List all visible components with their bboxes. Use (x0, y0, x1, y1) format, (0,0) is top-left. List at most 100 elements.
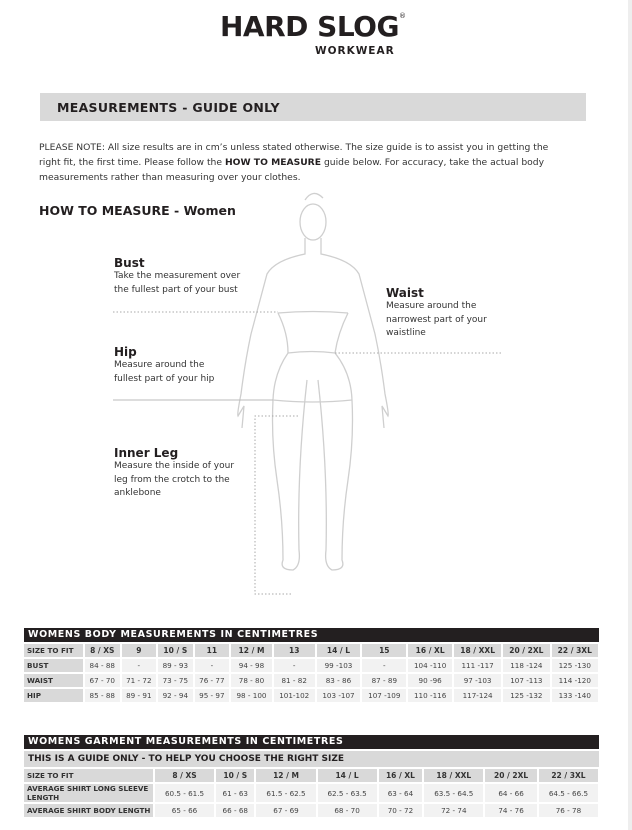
row-label: HIP (24, 689, 83, 702)
table-cell: 85 - 88 (85, 689, 120, 702)
woman-silhouette (237, 192, 389, 571)
table-cell: 89 - 91 (121, 689, 157, 702)
note-text: PLEASE NOTE: All size results are in cm’… (39, 142, 549, 168)
table-cell: 125 -130 (551, 659, 598, 672)
size-header-cell: 10 / S (216, 769, 255, 782)
brand-logo: HARD SLOG (220, 10, 399, 43)
table-row: HIP 85 - 88 89 - 91 92 - 94 95 - 97 98 - 100 1… (24, 689, 598, 702)
table-cell: 64.5 - 66.5 (538, 784, 598, 802)
table-cell: 72 - 74 (424, 804, 484, 817)
bust-desc: Take the measurement over (114, 271, 241, 281)
size-header-cell: 12 / M (256, 769, 316, 782)
table-cell: 104 -110 (408, 659, 453, 672)
table-cell: 83 - 86 (316, 674, 361, 687)
waist-desc: waistline (386, 328, 426, 338)
size-header-cell: 22 / 3XL (551, 644, 598, 657)
table-cell: 63.5 - 64.5 (424, 784, 484, 802)
note-text-end: guide below. For accuracy, take the actu… (39, 157, 545, 183)
inner-leg-desc: anklebone (114, 488, 161, 498)
page-title: MEASUREMENTS - GUIDE ONLY (57, 100, 280, 115)
body-measurements-table: SIZE TO FIT 8 / XS 9 10 / S 11 12 / M 13 14 / L… (22, 642, 600, 704)
size-header-cell: 20 / 2XL (485, 769, 537, 782)
table-cell: - (121, 659, 157, 672)
table-cell: 94 - 98 (231, 659, 272, 672)
table-cell: 92 - 94 (158, 689, 193, 702)
inner-leg-desc: Measure the inside of your (114, 461, 235, 471)
scrollbar[interactable] (628, 0, 632, 830)
bust-heading: Bust (114, 256, 145, 270)
table-cell: 68 - 70 (317, 804, 377, 817)
note-paragraph: PLEASE NOTE: All size results are in cm’… (39, 140, 569, 185)
size-header-cell: 14 / L (316, 644, 361, 657)
table-cell: 63 - 64 (378, 784, 423, 802)
brand-logo-sub: WORKWEAR (315, 45, 395, 57)
garment-measurements-table: SIZE TO FIT 8 / XS 10 / S 12 / M 14 / L 16 / … (22, 767, 600, 819)
table-cell: 111 -117 (454, 659, 502, 672)
size-header-cell: 18 / XXL (424, 769, 484, 782)
table-cell: 62.5 - 63.5 (317, 784, 377, 802)
row-label: WAIST (24, 674, 83, 687)
table-cell: 133 -140 (551, 689, 598, 702)
table-cell: 71 - 72 (121, 674, 157, 687)
table-cell: 76 - 77 (194, 674, 230, 687)
row-label: SIZE TO FIT (24, 769, 153, 782)
table-cell: 87 - 89 (362, 674, 407, 687)
table-cell: 89 - 93 (158, 659, 193, 672)
hip-heading: Hip (114, 345, 137, 359)
inner-leg-label: Inner Leg Measure the inside of your leg… (114, 446, 234, 501)
size-header-cell: 14 / L (317, 769, 377, 782)
size-header-cell: 9 (121, 644, 157, 657)
table-cell: 76 - 78 (538, 804, 598, 817)
size-header-cell: 16 / XL (408, 644, 453, 657)
table-row: AVERAGE SHIRT BODY LENGTH 65 - 66 66 - 68 6… (24, 804, 598, 817)
table-cell: 73 - 75 (158, 674, 193, 687)
hip-label: Hip Measure around the fullest part of y… (114, 345, 214, 386)
table-cell: 84 - 88 (85, 659, 120, 672)
size-header-cell: 22 / 3XL (538, 769, 598, 782)
table-cell: 61 - 63 (216, 784, 255, 802)
inner-leg-heading: Inner Leg (114, 446, 179, 460)
size-header-cell: 20 / 2XL (503, 644, 550, 657)
table-cell: 95 - 97 (194, 689, 230, 702)
table-row: AVERAGE SHIRT LONG SLEEVE LENGTH 60.5 - 6… (24, 784, 598, 802)
garment-table-subtitle: THIS IS A GUIDE ONLY - TO HELP YOU CHOOS… (24, 751, 599, 767)
garment-table-title: WOMENS GARMENT MEASUREMENTS IN CENTIMETR… (24, 735, 599, 749)
table-cell: 107 -109 (362, 689, 407, 702)
bust-desc: the fullest part of your bust (114, 284, 238, 295)
table-header-row: SIZE TO FIT 8 / XS 10 / S 12 / M 14 / L 16 / … (24, 769, 598, 782)
table-cell: 97 -103 (454, 674, 502, 687)
table-cell: - (194, 659, 230, 672)
section-header-band (40, 93, 586, 121)
table-cell: 65 - 66 (155, 804, 215, 817)
inner-leg-desc: leg from the crotch to the (114, 474, 230, 485)
table-cell: 117-124 (454, 689, 502, 702)
table-cell: 107 -113 (503, 674, 550, 687)
table-header-row: SIZE TO FIT 8 / XS 9 10 / S 11 12 / M 13 14 / L… (24, 644, 598, 657)
size-header-cell: 10 / S (158, 644, 193, 657)
table-cell: 125 -132 (503, 689, 550, 702)
row-label: BUST (24, 659, 83, 672)
size-header-cell: 16 / XL (378, 769, 423, 782)
body-table-title: WOMENS BODY MEASUREMENTS IN CENTIMETRES (24, 628, 599, 642)
registered-mark: ® (399, 12, 406, 20)
table-cell: 66 - 68 (216, 804, 255, 817)
table-row: WAIST 67 - 70 71 - 72 73 - 75 76 - 77 78 - 80… (24, 674, 598, 687)
table-cell: - (273, 659, 315, 672)
table-cell: 61.5 - 62.5 (256, 784, 316, 802)
size-header-cell: 8 / XS (85, 644, 120, 657)
table-cell: 98 - 100 (231, 689, 272, 702)
hip-desc: Measure around the (114, 360, 205, 370)
table-cell: 99 -103 (316, 659, 361, 672)
row-label: SIZE TO FIT (24, 644, 83, 657)
table-cell: 78 - 80 (231, 674, 272, 687)
measure-lines (113, 311, 502, 595)
table-cell: 67 - 69 (256, 804, 316, 817)
size-header-cell: 12 / M (231, 644, 272, 657)
table-cell: 103 -107 (316, 689, 361, 702)
how-to-measure-title: HOW TO MEASURE - Women (39, 203, 236, 218)
table-row: BUST 84 - 88-89 - 93-94 - 98-99 -103-104 … (24, 659, 598, 672)
size-header-cell: 18 / XXL (454, 644, 502, 657)
waist-heading: Waist (386, 286, 424, 300)
bust-label: Bust Take the measurement over the fulle… (114, 256, 240, 297)
table-cell: 114 -120 (551, 674, 598, 687)
